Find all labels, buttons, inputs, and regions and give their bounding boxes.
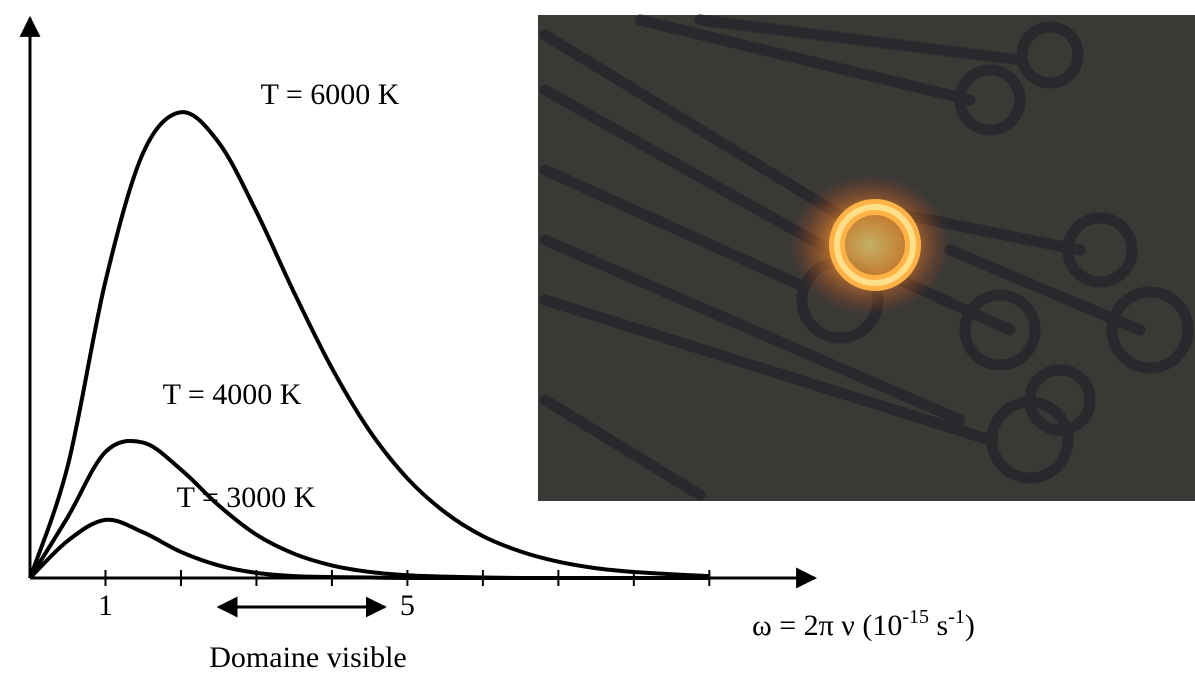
series-label: T = 4000 K	[163, 378, 302, 411]
series-label: T = 6000 K	[261, 78, 400, 111]
photo	[538, 15, 1195, 501]
x-axis-label-part: )	[965, 609, 975, 642]
series-label: T = 3000 K	[177, 481, 316, 514]
x-axis-label-part: ω = 2π ν (10	[752, 609, 902, 642]
visible-label: Domaine visible	[209, 641, 406, 674]
x-axis-label-sup: -1	[948, 606, 965, 628]
figure: ω = 2π ν (10-15 s-1) Domaine visible 1 5 T…	[0, 0, 1195, 679]
x-axis-label: ω = 2π ν (10-15 s-1)	[752, 606, 975, 642]
x-axis-label-sup: -15	[902, 606, 929, 628]
x-axis-label-part: s	[929, 609, 948, 642]
x-tick-label: 1	[98, 589, 113, 622]
x-tick-label: 5	[400, 589, 415, 622]
